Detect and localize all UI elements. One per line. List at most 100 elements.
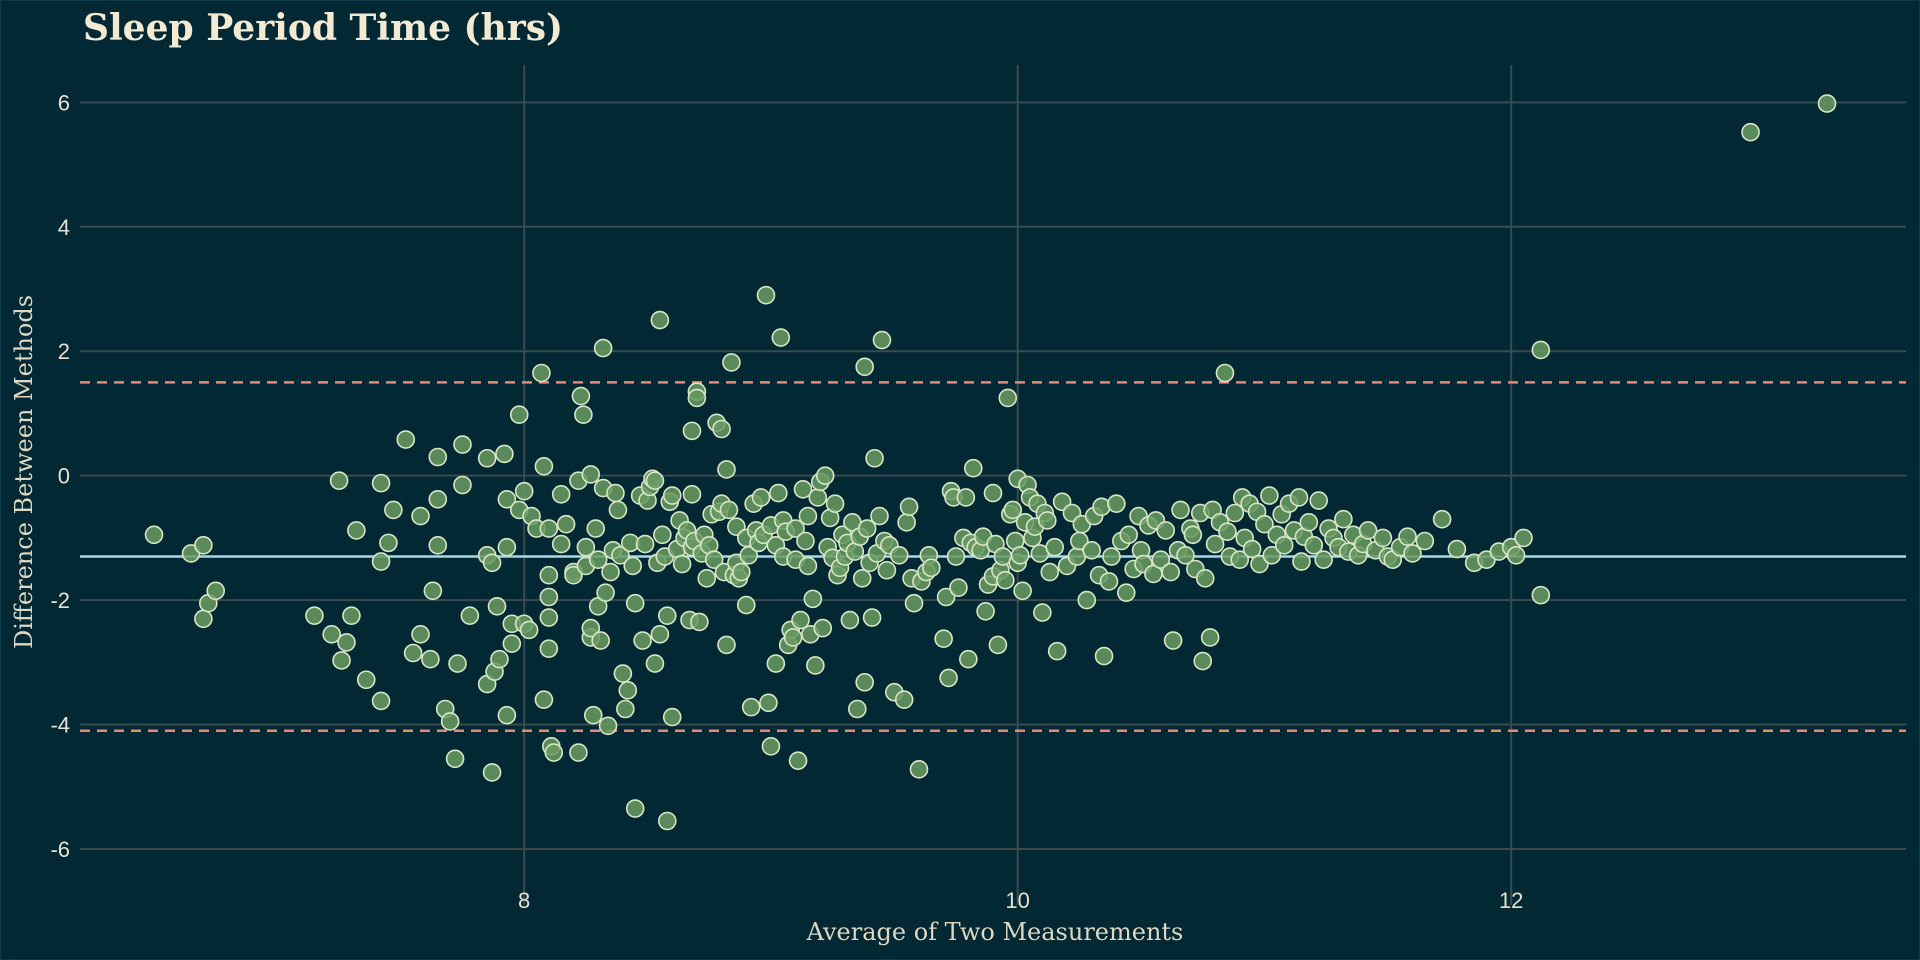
data-point xyxy=(322,625,341,644)
data-point xyxy=(539,519,559,538)
data-point xyxy=(1045,537,1064,557)
data-point xyxy=(1200,628,1220,647)
data-point xyxy=(1230,550,1250,569)
data-point xyxy=(736,595,756,615)
data-point xyxy=(581,465,601,484)
data-point xyxy=(998,388,1018,408)
data-point xyxy=(662,707,682,727)
data-point xyxy=(591,631,610,650)
data-point xyxy=(741,697,761,717)
data-point xyxy=(983,483,1003,503)
data-point xyxy=(1047,641,1067,661)
data-point xyxy=(798,506,818,526)
data-point xyxy=(194,536,213,555)
data-points xyxy=(144,94,1837,831)
data-point xyxy=(719,500,739,520)
data-point xyxy=(593,338,613,358)
data-point xyxy=(1262,546,1282,565)
data-point xyxy=(596,583,615,602)
data-point xyxy=(1218,522,1237,541)
data-point xyxy=(1334,509,1353,529)
data-point xyxy=(645,471,665,490)
data-point xyxy=(635,534,655,554)
data-point xyxy=(766,654,786,673)
data-point xyxy=(539,639,559,658)
data-point xyxy=(1398,527,1417,546)
data-point xyxy=(769,483,788,503)
data-point xyxy=(1225,503,1245,523)
data-point xyxy=(453,435,472,454)
data-point xyxy=(633,631,652,650)
data-point xyxy=(1082,541,1102,560)
data-point xyxy=(337,633,356,652)
data-point xyxy=(1531,585,1551,605)
data-point xyxy=(899,497,919,517)
data-point xyxy=(532,363,551,383)
data-point xyxy=(1309,491,1329,510)
data-point xyxy=(347,521,366,540)
data-point xyxy=(650,310,670,330)
data-point xyxy=(490,649,509,669)
data-point xyxy=(963,458,983,478)
data-point xyxy=(751,488,771,507)
data-point xyxy=(613,664,633,683)
data-point xyxy=(808,488,828,507)
data-point xyxy=(625,799,645,818)
data-point xyxy=(1260,486,1279,505)
data-point xyxy=(144,525,164,545)
data-point xyxy=(904,593,924,613)
data-point xyxy=(551,534,571,554)
data-point xyxy=(448,654,467,673)
data-point xyxy=(855,672,874,692)
data-point xyxy=(934,629,953,648)
data-point xyxy=(697,569,717,588)
y-tick-label: -4 xyxy=(50,713,70,738)
data-point xyxy=(1289,488,1309,507)
data-point xyxy=(539,608,559,627)
data-point xyxy=(1741,122,1760,142)
data-point xyxy=(786,519,805,538)
data-point xyxy=(1205,534,1225,554)
data-point xyxy=(421,649,440,669)
data-point xyxy=(428,536,448,555)
data-point xyxy=(959,649,978,669)
data-point xyxy=(1415,531,1435,551)
data-point xyxy=(379,533,398,553)
data-point xyxy=(759,693,778,713)
data-point xyxy=(1013,581,1032,601)
y-tick-label: -6 xyxy=(50,837,70,862)
data-point xyxy=(482,763,502,782)
data-point xyxy=(428,447,448,467)
data-point xyxy=(690,612,709,632)
data-point xyxy=(564,565,583,585)
data-point xyxy=(460,606,480,625)
data-point xyxy=(583,705,603,725)
data-point xyxy=(1176,546,1195,565)
data-point xyxy=(453,475,472,495)
data-point xyxy=(482,553,502,573)
data-point xyxy=(539,587,559,607)
data-point xyxy=(1163,631,1183,650)
data-point xyxy=(857,519,877,538)
data-point xyxy=(847,699,867,719)
data-point xyxy=(813,618,833,638)
x-axis-title: Average of Two Measurements xyxy=(806,918,1184,946)
data-point xyxy=(815,466,835,485)
data-point xyxy=(956,488,976,507)
y-axis-title: Difference Between Methods xyxy=(10,295,38,649)
data-point xyxy=(1299,513,1319,532)
data-point xyxy=(502,634,522,653)
data-point xyxy=(897,513,916,532)
data-point xyxy=(870,506,889,526)
data-point xyxy=(497,490,517,509)
data-point xyxy=(909,760,929,779)
data-point xyxy=(1040,562,1060,582)
data-point xyxy=(581,618,601,638)
y-tick-labels: -6 -4 -2 0 2 4 6 xyxy=(50,90,70,862)
data-point xyxy=(618,681,638,700)
data-point xyxy=(623,556,643,576)
data-point xyxy=(662,486,682,505)
data-point xyxy=(411,506,430,526)
data-point xyxy=(712,419,731,439)
data-point xyxy=(384,500,403,520)
